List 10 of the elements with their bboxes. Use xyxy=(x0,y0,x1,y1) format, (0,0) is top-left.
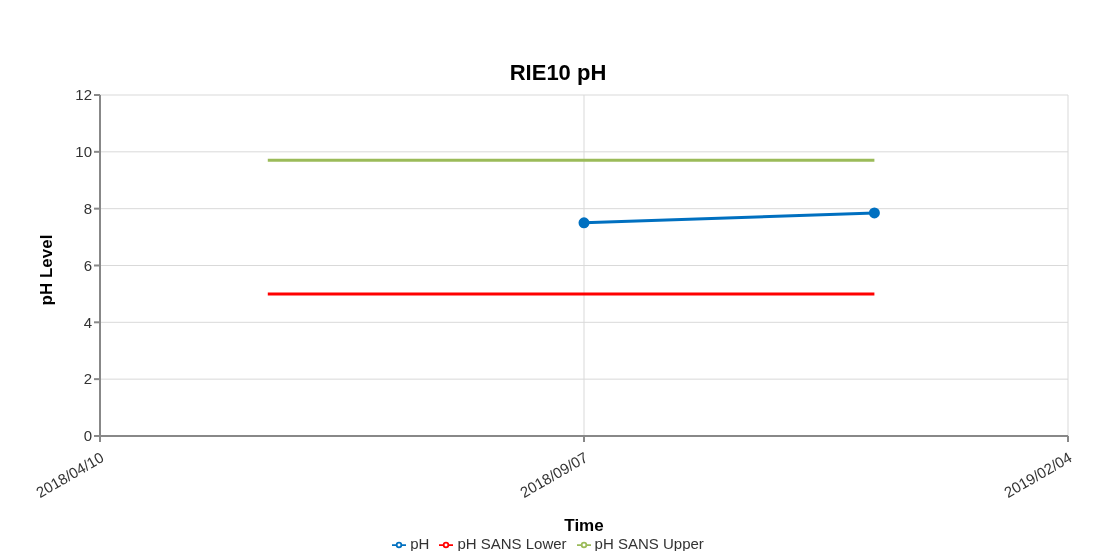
x-axis-title: Time xyxy=(564,515,604,535)
chart-title: RIE10 pH xyxy=(508,60,608,86)
y-tick-label: 8 xyxy=(83,199,92,217)
y-tick-label: 12 xyxy=(75,86,92,104)
y-tick-label: 0 xyxy=(83,427,92,445)
y-tick-label: 2 xyxy=(83,370,92,388)
y-tick-label: 10 xyxy=(75,143,92,161)
y-axis-title: pH Level xyxy=(37,234,57,306)
y-tick-label: 6 xyxy=(83,256,92,274)
y-tick-label: 4 xyxy=(83,313,92,331)
